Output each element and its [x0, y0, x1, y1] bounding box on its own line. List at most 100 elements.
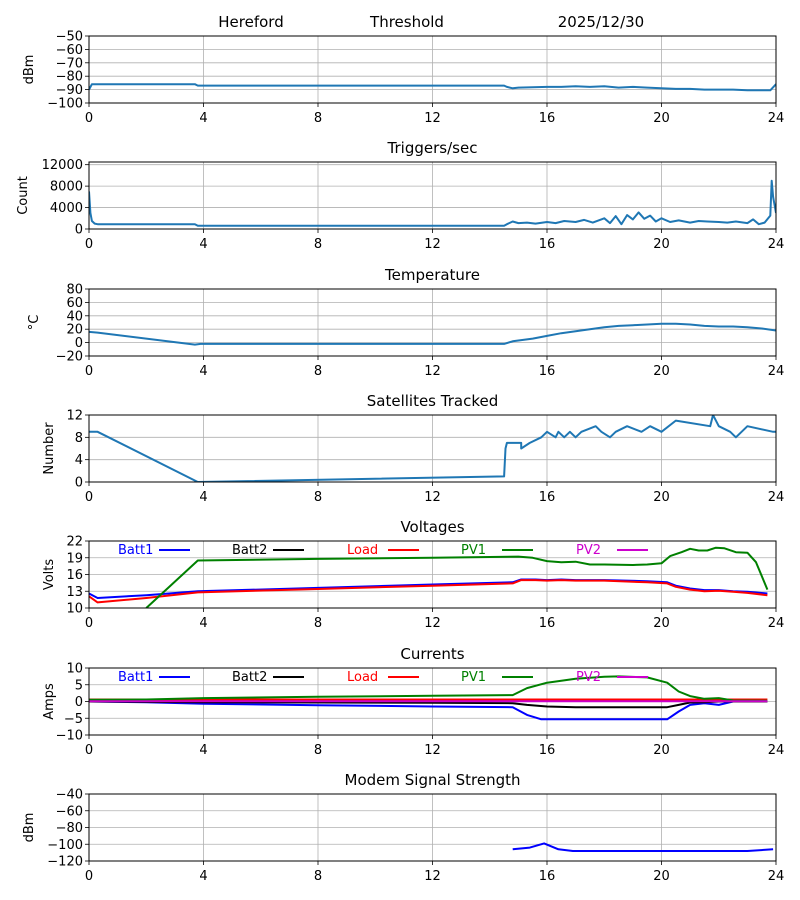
chart-panel-satellites: Satellites Tracked 0 4 8 12 16 20 24 0 4 8 12 Number: [42, 392, 784, 505]
y-tick-label: −100: [47, 838, 83, 853]
chart-title: Satellites Tracked: [367, 392, 498, 410]
y-tick-label: −50: [56, 30, 83, 45]
series-line-triggers: [89, 179, 776, 227]
chart-panel-threshold: 0 4 8 12 16 20 24 −100−90−80−70−60−50 dBm: [22, 30, 784, 127]
x-tick-label: 20: [653, 490, 670, 505]
series-line-satellites: [89, 415, 776, 482]
x-tick-label: 4: [199, 869, 207, 884]
y-tick-label: 4: [75, 453, 83, 468]
chart-panel-currents: Currents 0 4 8 12 16 20 24 −10 −5 0 510 Amps Batt1 Bat…: [42, 645, 784, 758]
x-tick-label: 0: [85, 869, 93, 884]
x-tick-label: 16: [539, 743, 556, 758]
y-tick-label: −100: [47, 97, 83, 112]
y-tick-label: −5: [64, 712, 83, 727]
legend-label-batt2: Batt2: [232, 670, 267, 685]
y-tick-label: −120: [47, 855, 83, 870]
y-tick-label: 4000: [50, 201, 83, 216]
x-tick-label: 0: [85, 237, 93, 252]
x-tick-label: 24: [768, 111, 785, 126]
y-tick-label: 13: [66, 585, 83, 600]
y-tick-label: 0: [75, 476, 83, 491]
x-tick-label: 16: [539, 237, 556, 252]
x-tick-label: 8: [314, 111, 322, 126]
series-line-temperature: [89, 322, 776, 346]
series-line-modem: [512, 842, 774, 852]
y-tick-label: 12: [66, 409, 83, 424]
y-tick-label: −20: [56, 350, 83, 365]
x-tick-label: 16: [539, 490, 556, 505]
chart-title: Voltages: [400, 518, 464, 536]
y-tick-label: −60: [56, 43, 83, 58]
x-tick-label: 12: [424, 743, 441, 758]
x-tick-label: 8: [314, 490, 322, 505]
x-tick-label: 4: [199, 237, 207, 252]
chart-title: Temperature: [384, 266, 480, 284]
x-tick-label: 4: [199, 111, 207, 126]
x-tick-label: 24: [768, 490, 785, 505]
series-line-pv1: [89, 675, 768, 702]
legend-label-batt1: Batt1: [118, 670, 153, 685]
y-axis-label: Count: [16, 176, 31, 215]
x-tick-label: 0: [85, 490, 93, 505]
x-tick-label: 4: [199, 743, 207, 758]
legend-label-pv2: PV2: [576, 670, 601, 685]
x-tick-label: 24: [768, 743, 785, 758]
x-tick-label: 8: [314, 237, 322, 252]
legend-label-pv1: PV1: [461, 670, 486, 685]
x-tick-label: 20: [653, 364, 670, 379]
y-tick-label: 20: [66, 323, 83, 338]
x-tick-label: 12: [424, 237, 441, 252]
legend-label-batt1: Batt1: [118, 543, 153, 558]
y-tick-label: −90: [56, 83, 83, 98]
legend-label-batt2: Batt2: [232, 543, 267, 558]
y-tick-label: 0: [75, 695, 83, 710]
y-tick-label: 80: [66, 283, 83, 298]
x-tick-label: 16: [539, 364, 556, 379]
x-tick-label: 0: [85, 616, 93, 631]
y-tick-label: −40: [56, 788, 83, 803]
series-line-batt2: [89, 700, 768, 709]
y-axis-label: dBm: [22, 55, 37, 85]
x-tick-label: 20: [653, 869, 670, 884]
x-tick-label: 20: [653, 111, 670, 126]
series-line-threshold: [89, 83, 776, 92]
legend-label-load: Load: [347, 670, 378, 685]
x-tick-label: 0: [85, 364, 93, 379]
y-tick-label: 5: [75, 678, 83, 693]
y-tick-label: 22: [66, 535, 83, 550]
y-tick-label: −60: [56, 804, 83, 819]
y-axis-label: °C: [27, 315, 42, 331]
x-tick-label: 8: [314, 743, 322, 758]
chart-panel-modem: Modem Signal Strength 0 4 8 12 16 20 24 −120 −100…: [22, 771, 784, 884]
y-tick-label: −80: [56, 821, 83, 836]
x-tick-label: 20: [653, 616, 670, 631]
chart-panel-triggers: Triggers/sec 0 4 8 12 16 20 24 0 4000 8000 12000 Cou…: [16, 139, 784, 252]
chart-title: Modem Signal Strength: [345, 771, 521, 789]
x-tick-label: 4: [199, 490, 207, 505]
x-tick-label: 20: [653, 237, 670, 252]
x-tick-label: 4: [199, 364, 207, 379]
chart-title: Triggers/sec: [387, 139, 478, 157]
series-line-load: [89, 579, 768, 604]
x-tick-label: 16: [539, 111, 556, 126]
legend-label-load: Load: [347, 543, 378, 558]
y-tick-label: 10: [66, 602, 83, 617]
y-tick-label: −10: [56, 729, 83, 744]
y-tick-label: 10: [66, 662, 83, 677]
y-tick-label: 16: [66, 568, 83, 583]
x-tick-label: 16: [539, 616, 556, 631]
header-site: Hereford: [218, 13, 283, 31]
y-tick-label: −70: [56, 56, 83, 71]
legend-label-pv1: PV1: [461, 543, 486, 558]
x-tick-label: 24: [768, 364, 785, 379]
series-line-batt1: [89, 700, 768, 721]
x-tick-label: 12: [424, 616, 441, 631]
x-tick-label: 12: [424, 869, 441, 884]
y-tick-label: 8000: [50, 180, 83, 195]
y-axis-label: Volts: [42, 559, 57, 591]
x-tick-label: 12: [424, 111, 441, 126]
header-mode: Threshold: [369, 13, 444, 31]
x-tick-label: 8: [314, 869, 322, 884]
